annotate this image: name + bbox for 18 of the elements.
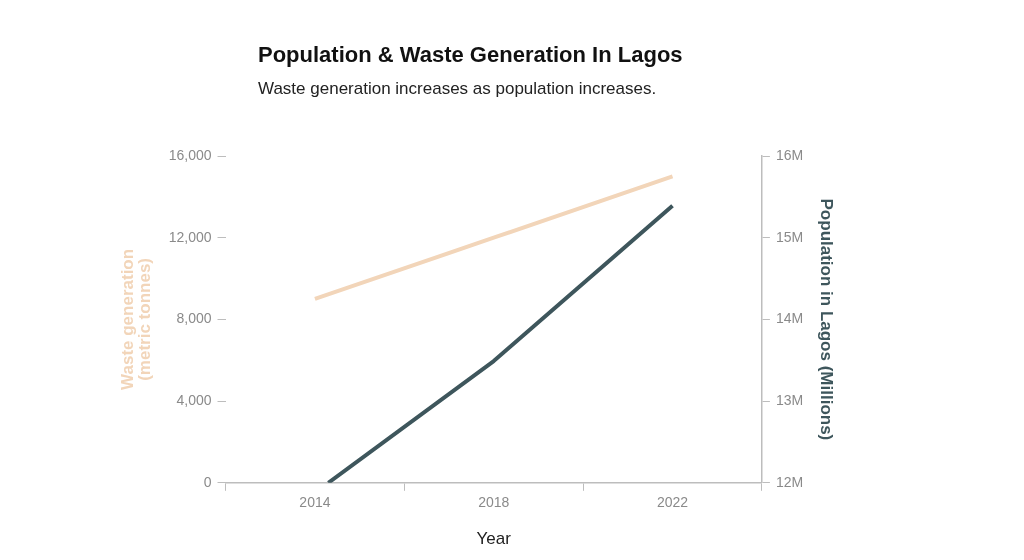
- x-tick-label: 2014: [299, 494, 331, 511]
- y-tick-label: 12,000: [168, 228, 212, 245]
- x-axis-title: Year: [476, 529, 512, 549]
- y2-tick-label: 16M: [775, 146, 804, 163]
- y-tick-label: 16,000: [168, 146, 212, 163]
- y2-tick-label: 12M: [775, 473, 804, 490]
- y-tick-label: 4,000: [176, 391, 212, 408]
- x-tick-label: 2022: [656, 494, 689, 511]
- y2-tick-label: 14M: [775, 310, 804, 327]
- x-tick-label: 2018: [478, 494, 510, 511]
- y2-tick-label: 15M: [775, 228, 804, 245]
- chart-title: Population & Waste Generation In Lagos: [258, 42, 683, 68]
- y-axis-title: Waste generation (metric tonnes): [117, 248, 155, 390]
- y2-tick-label: 13M: [775, 391, 804, 408]
- y2-axis-title: Population in Lagos (Millions): [817, 198, 837, 441]
- y-tick-label: 0: [203, 473, 212, 490]
- chart-subtitle: Waste generation increases as population increases.: [258, 79, 657, 99]
- y-tick-label: 8,000: [176, 310, 212, 327]
